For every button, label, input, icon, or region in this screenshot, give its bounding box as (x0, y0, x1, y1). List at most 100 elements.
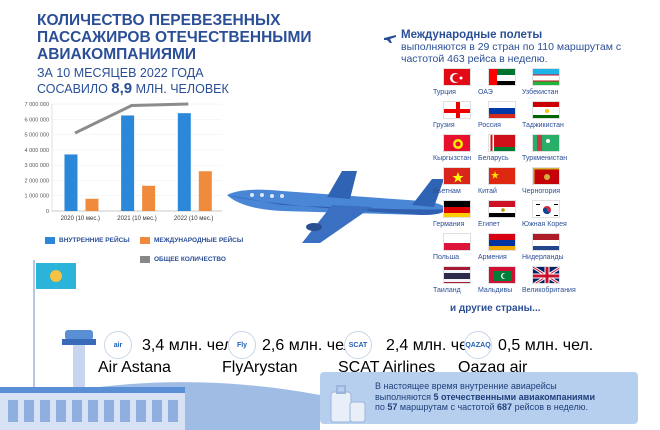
turkmenistan-flag (532, 134, 560, 152)
legend-swatch (140, 256, 150, 263)
country-item: Нидерланды (522, 233, 582, 261)
x-tick-label: 2022 (10 мес.) (174, 216, 213, 222)
country-item: Великобритания (522, 266, 582, 294)
airline-logo-icon: SCAT (344, 331, 372, 359)
country-item: Грузия (433, 101, 493, 129)
y-tick-label: 0 (46, 209, 49, 215)
country-item: ОАЭ (478, 68, 538, 96)
uk-flag (532, 266, 560, 284)
y-tick-label: 7 000 000 (25, 102, 49, 108)
country-name: Кыргызстан (433, 155, 472, 162)
airline-passengers: 3,4 млн. чел. (142, 337, 238, 354)
country-name: Россия (478, 122, 501, 129)
country-item: Мальдивы (478, 266, 538, 294)
bar-international (198, 171, 212, 211)
airline-logo-icon: QAZAQ (464, 331, 492, 359)
airline-name: Qazaq air (458, 359, 528, 376)
kyrgyzstan-flag (443, 134, 471, 152)
country-item: Армения (478, 233, 538, 261)
country-item: Таиланд (433, 266, 493, 294)
country-name: Таиланд (433, 287, 461, 294)
total-line (74, 102, 189, 135)
country-name: Туркменистан (522, 155, 568, 162)
airline-passengers: 2,6 млн. чел. (262, 337, 358, 354)
bar-domestic (177, 113, 191, 211)
tajikistan-flag (532, 101, 560, 119)
country-item: Россия (478, 101, 538, 129)
country-item: Китай (478, 167, 538, 195)
airline-logo-icon: air (104, 331, 132, 359)
airline-name: SCAT Airlines (338, 359, 436, 376)
airline-name: FlyArystan (222, 359, 298, 376)
country-name: Египет (478, 221, 500, 228)
bar-domestic (64, 154, 78, 211)
netherlands-flag (532, 233, 560, 251)
y-tick-label: 4 000 000 (25, 148, 49, 154)
thailand-flag (443, 266, 471, 284)
maldives-flag (488, 266, 516, 284)
airport-illustration (0, 260, 320, 430)
country-item: Турция (433, 68, 493, 96)
x-tick-label: 2021 (10 мес.) (117, 216, 156, 222)
airline-passengers: 2,4 млн. чел. (386, 337, 482, 354)
country-name: Польша (433, 254, 460, 261)
montenegro-flag (532, 167, 560, 185)
bar-domestic (121, 115, 135, 211)
georgia-flag (443, 101, 471, 119)
airplane-icon (227, 171, 446, 243)
egypt-flag (488, 200, 516, 218)
country-name: Великобритания (522, 287, 576, 294)
china-flag (488, 167, 516, 185)
airline-passengers: 0,5 млн. чел. (498, 337, 594, 354)
uae-flag (488, 68, 516, 86)
armenia-flag (488, 233, 516, 251)
country-name: ОАЭ (478, 89, 493, 96)
y-tick-label: 3 000 000 (25, 163, 49, 169)
country-name: Турция (433, 89, 456, 96)
country-item: Египет (478, 200, 538, 228)
country-item: Кыргызстан (433, 134, 493, 162)
international-description: выполняются в 29 стран по 110 маршрутам … (401, 41, 622, 65)
domestic-info-box (320, 372, 638, 424)
country-item: Южная Корея (522, 200, 582, 228)
country-item: Узбекистан (522, 68, 582, 96)
page-title: КОЛИЧЕСТВО ПЕРЕВЕЗЕННЫХ ПАССАЖИРОВ ОТЕЧЕ… (37, 12, 312, 63)
country-name: Нидерланды (522, 254, 564, 261)
country-name: Беларусь (478, 155, 509, 162)
country-name: Китай (478, 188, 497, 195)
y-tick-label: 2 000 000 (25, 178, 49, 184)
legend-swatch (45, 237, 55, 244)
x-tick-label: 2020 (10 мес.) (61, 216, 100, 222)
russia-flag (488, 101, 516, 119)
passengers-chart: 7 000 000 6 000 000 5 000 000 4 000 000 3 00… (25, 102, 222, 222)
country-name: Черногория (522, 188, 561, 195)
country-item: Беларусь (478, 134, 538, 162)
bar-international (85, 198, 99, 211)
airline-logo-icon: Fly (228, 331, 256, 359)
y-tick-label: 6 000 000 (25, 117, 49, 123)
bar-international (142, 185, 156, 211)
suitcase-icon (330, 385, 366, 423)
y-tick-label: 1 000 000 (25, 194, 49, 200)
country-name: Армения (478, 254, 507, 261)
country-name: Южная Корея (522, 221, 567, 228)
legend-swatch (140, 237, 150, 244)
international-title: Международные полеты (401, 29, 543, 41)
country-name: Таджикистан (522, 122, 564, 129)
country-item: Таджикистан (522, 101, 582, 129)
country-item: Черногория (522, 167, 582, 195)
country-name: Узбекистан (522, 89, 559, 96)
airplane-small-icon (384, 35, 396, 43)
airline-name: Air Astana (98, 359, 171, 376)
domestic-info-text: В настоящее время внутренние авиарейсы в… (375, 381, 595, 412)
country-item: Туркменистан (522, 134, 582, 162)
belarus-flag (488, 134, 516, 152)
uzbekistan-flag (532, 68, 560, 86)
country-name: Мальдивы (478, 287, 513, 294)
subtitle-total: СОСАВИЛО 8,9 МЛН. ЧЕЛОВЕК (37, 80, 229, 97)
other-countries: и другие страны... (450, 303, 541, 314)
south-korea-flag (532, 200, 560, 218)
turkey-flag (443, 68, 471, 86)
country-name: Грузия (433, 122, 455, 129)
subtitle-period: ЗА 10 МЕСЯЦЕВ 2022 ГОДА (37, 66, 204, 80)
